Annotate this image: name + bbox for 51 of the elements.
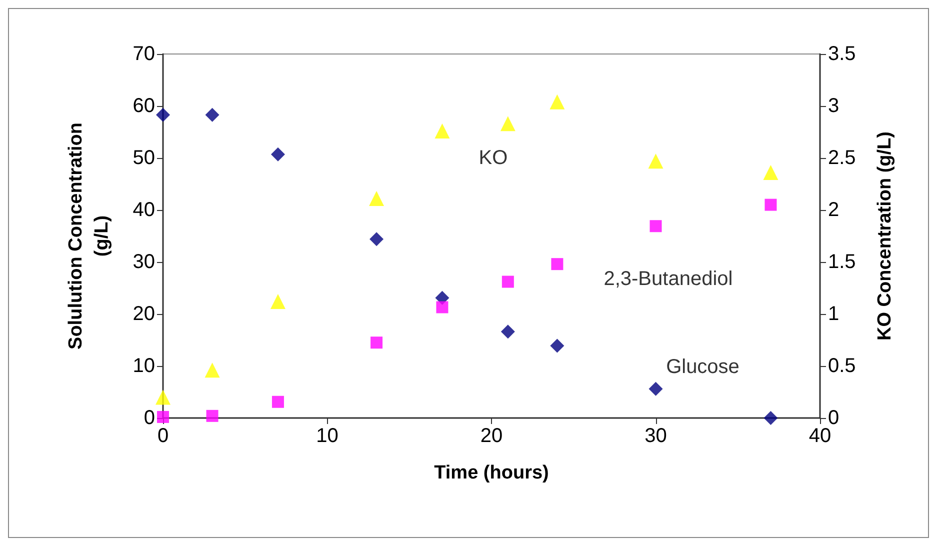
- point: [763, 165, 778, 180]
- point: [204, 362, 220, 378]
- y-tick-label: 70: [132, 43, 155, 65]
- y-tick-label: 0: [144, 407, 155, 429]
- point: [648, 382, 663, 396]
- x-tick-label: 20: [480, 425, 503, 447]
- point: [436, 301, 448, 314]
- point: [650, 220, 662, 232]
- point: [370, 336, 383, 349]
- y-tick-label: 50: [132, 147, 155, 169]
- y-tick-label: 40: [132, 199, 155, 221]
- point: [270, 294, 286, 310]
- point: [156, 108, 170, 122]
- point: [369, 191, 384, 206]
- x-axis-title: Time (hours): [434, 462, 549, 484]
- y2-tick-label: 2: [828, 199, 840, 221]
- y-tick-label: 30: [132, 251, 155, 273]
- point: [551, 258, 564, 270]
- y2-tick-label: 1.5: [828, 251, 856, 273]
- point: [370, 232, 384, 246]
- y-tick-label: 20: [132, 303, 155, 325]
- y2-tick-label: 0.5: [828, 355, 856, 377]
- x-tick-label: 0: [157, 425, 169, 447]
- y-axis-title: Solulution Concentration (g/L): [66, 122, 112, 350]
- series-label: KO: [478, 146, 508, 169]
- point: [502, 276, 514, 288]
- point: [206, 410, 218, 422]
- point: [648, 154, 664, 169]
- y2-axis-title: KO Concentration (g/L): [874, 132, 896, 340]
- point: [272, 396, 284, 408]
- point: [500, 324, 515, 339]
- y2-tick-label: 1: [828, 303, 840, 325]
- y2-tick-label: 3.5: [828, 43, 856, 65]
- text: 2,3-Butanediol: [604, 268, 733, 290]
- point: [764, 411, 778, 425]
- point: [156, 390, 170, 405]
- point: [550, 338, 564, 353]
- x-tick-label: 30: [644, 425, 667, 447]
- y-tick-label: 10: [132, 355, 155, 377]
- point: [550, 94, 565, 110]
- point: [205, 108, 220, 122]
- y2-tick-label: 2.5: [828, 147, 856, 169]
- x-tick-label: 10: [316, 425, 338, 447]
- point: [270, 147, 285, 162]
- point: [434, 123, 450, 138]
- point: [157, 410, 169, 423]
- y-tick-label: 60: [132, 95, 155, 117]
- point: [500, 116, 516, 132]
- point: [764, 198, 777, 211]
- series-label: Glucose: [666, 356, 740, 378]
- y2-tick-label: 3: [828, 95, 840, 117]
